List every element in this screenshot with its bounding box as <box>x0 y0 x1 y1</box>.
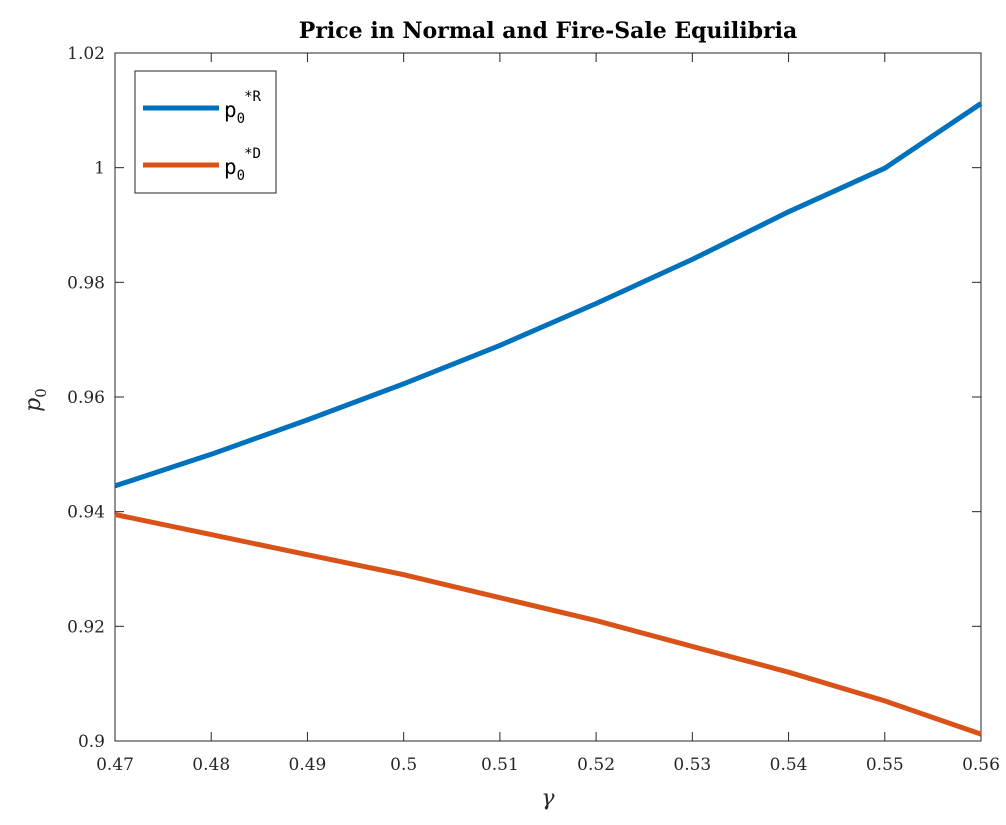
y-tick-label: 0.94 <box>67 503 105 523</box>
x-tick-label: 0.54 <box>770 755 808 775</box>
y-tick-label: 0.96 <box>67 388 105 408</box>
y-tick-label: 1.02 <box>67 44 105 64</box>
y-tick-label: 1 <box>94 159 105 179</box>
series-line-1 <box>114 101 983 489</box>
legend-label-2: p0*D <box>224 146 261 184</box>
legend-box <box>134 70 277 194</box>
series-lines <box>114 101 983 737</box>
y-tick-label: 0.9 <box>78 732 105 752</box>
x-tick-label: 0.48 <box>192 755 230 775</box>
x-tick-label: 0.53 <box>673 755 711 775</box>
legend: p0*R p0*D <box>134 70 277 194</box>
y-axis: 0.9 0.92 0.94 0.96 0.98 1 1.02 <box>67 44 981 752</box>
svg-text:p0: p0 <box>21 388 50 412</box>
x-tick-label: 0.56 <box>962 755 1000 775</box>
x-tick-label: 0.5 <box>390 755 417 775</box>
x-axis-label: γ <box>541 786 555 811</box>
y-axis-label-main: p <box>21 398 46 412</box>
y-tick-label: 0.92 <box>67 617 105 637</box>
x-tick-label: 0.51 <box>481 755 519 775</box>
x-tick-label: 0.47 <box>96 755 134 775</box>
y-axis-label: p0 <box>21 388 50 412</box>
x-tick-label: 0.52 <box>577 755 615 775</box>
chart-title: Price in Normal and Fire-Sale Equilibria <box>299 18 797 44</box>
legend-label-1: p0*R <box>224 89 262 127</box>
series-line-2 <box>114 512 982 737</box>
x-axis: 0.47 0.48 0.49 0.5 0.51 0.52 0.53 0.54 0.55 0.56 <box>96 53 1000 775</box>
x-tick-label: 0.49 <box>289 755 327 775</box>
y-axis-label-sub: 0 <box>32 388 50 398</box>
x-tick-label: 0.55 <box>866 755 904 775</box>
y-tick-label: 0.98 <box>67 273 105 293</box>
